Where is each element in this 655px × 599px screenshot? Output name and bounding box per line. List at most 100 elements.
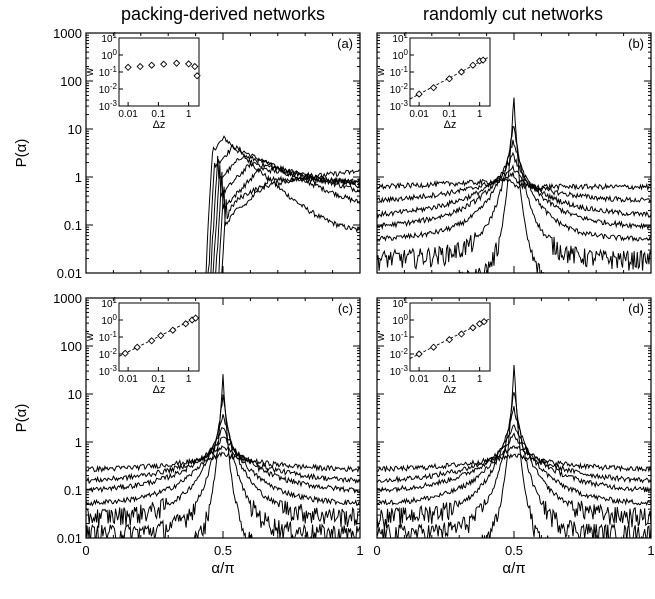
y-tick-label: 10 — [68, 387, 82, 402]
inset-data-point — [445, 75, 454, 83]
panel-label: (b) — [628, 36, 644, 51]
data-curve-4 — [377, 151, 651, 231]
inset-frame — [409, 37, 491, 107]
inset-data-point — [415, 90, 423, 98]
inset-y-tick-label: 10-3 — [390, 99, 409, 113]
data-curve-2 — [207, 145, 360, 273]
inset-x-label: Δz — [153, 384, 166, 396]
inset-x-tick-label: 0.01 — [409, 109, 429, 120]
y-tick-label: 100 — [60, 339, 82, 354]
panel-a: 0.010.11101001000P(α)(a)10-310-210-11001… — [13, 26, 361, 281]
data-curve-3 — [377, 139, 651, 243]
inset-data-point — [185, 60, 193, 68]
curves — [86, 374, 360, 538]
y-axis-label: P(α) — [13, 404, 30, 433]
inset-data-point — [479, 56, 487, 64]
inset-x-tick-label: 1 — [186, 374, 192, 385]
inset-y-tick-label: 101 — [392, 31, 408, 45]
data-curve-6 — [377, 172, 651, 204]
inset-y-tick-label: 101 — [101, 296, 117, 310]
inset: 10-3 10-2 10-1 100 101 0.01 0.1 1 w Δz — [84, 296, 200, 396]
y-tick-label: 10 — [68, 122, 82, 137]
inset-y-tick-label: 10-1 — [99, 330, 118, 344]
x-tick-label: 0.5 — [505, 543, 523, 558]
data-curve-1 — [188, 374, 261, 538]
x-tick-label: 1 — [356, 543, 363, 558]
inset-data-point — [121, 349, 129, 357]
inset-data-point — [415, 350, 423, 358]
data-curve-1 — [479, 365, 549, 538]
data-curve-4 — [377, 424, 651, 506]
inset-x-label: Δz — [444, 119, 457, 131]
x-tick-label: 0.5 — [214, 543, 232, 558]
inset-data-point — [148, 61, 156, 69]
data-curve-3 — [377, 406, 651, 528]
panel-label: (d) — [628, 301, 644, 316]
y-tick-label: 100 — [60, 74, 82, 89]
inset-data-point — [136, 62, 144, 71]
inset-data-point — [457, 68, 466, 76]
x-axis-label: α/π — [211, 560, 234, 577]
inset-x-tick-label: 0.01 — [118, 374, 138, 385]
inset-x-tick-label: 0.1 — [442, 109, 456, 120]
inset-data-point — [457, 330, 466, 338]
data-curve-5 — [215, 166, 360, 273]
inset-x-tick-label: 0.1 — [151, 109, 165, 120]
inset-data-point — [193, 72, 201, 80]
inset-x-tick-label: 0.1 — [151, 374, 165, 385]
inset-y-tick-label: 100 — [392, 48, 408, 62]
inset-data-point — [469, 324, 477, 332]
y-tick-label: 1000 — [53, 26, 82, 41]
inset-x-tick-label: 0.1 — [442, 374, 456, 385]
data-curve-1 — [205, 135, 360, 273]
inset-data-point — [133, 343, 141, 351]
inset-y-tick-label: 10-2 — [390, 82, 409, 96]
y-tick-label: 0.01 — [57, 531, 82, 546]
y-tick-label: 0.1 — [64, 218, 82, 233]
inset-data-point — [480, 318, 488, 326]
inset-data-point — [191, 62, 199, 71]
inset-data-point — [124, 63, 132, 71]
inset-y-tick-label: 100 — [101, 313, 117, 327]
data-curve-7 — [221, 169, 360, 273]
y-axis-label: P(α) — [13, 139, 30, 168]
y-tick-label: 1 — [75, 170, 82, 185]
data-curve-5 — [377, 164, 651, 219]
inset-x-tick-label: 0.01 — [118, 109, 138, 120]
panel-d: 0 0.5 1 α/π (d) 10-3 10-2 10-1 100 101 0.01 0.1 1 w Δz — [373, 296, 654, 577]
column-title-right: randomly cut networks — [423, 4, 603, 24]
data-curve-6 — [377, 445, 651, 484]
data-curve-1 — [459, 97, 545, 273]
inset-y-tick-label: 100 — [101, 48, 117, 62]
inset-y-label: w — [375, 333, 387, 342]
x-tick-label: 1 — [647, 543, 654, 558]
inset-data-point — [445, 335, 454, 344]
inset: 10-3 10-2 10-1 100 101 0.01 0.1 1 w Δz — [84, 31, 201, 131]
y-tick-label: 1000 — [53, 291, 82, 306]
data-curve-3 — [86, 414, 360, 528]
panel-label: (c) — [338, 301, 353, 316]
inset-data-point — [160, 60, 168, 68]
panel-b: (b) 10-3 10-2 10-1 100 101 0.01 0.1 1 w Δz — [375, 31, 652, 274]
data-curve-4 — [86, 426, 360, 507]
data-curve-5 — [86, 436, 360, 494]
curves — [205, 135, 360, 273]
inset-frame — [118, 37, 200, 107]
data-curve-7 — [86, 451, 360, 474]
inset-y-label: w — [84, 68, 96, 77]
inset-y-tick-label: 10-3 — [390, 364, 409, 378]
data-curve-6 — [218, 175, 360, 273]
column-title-left: packing-derived networks — [121, 4, 325, 24]
panel-c: 0.01 0.1 1 10 100 1000 0 0.5 1 P(α) α/π (c) 10-3 10-2… — [13, 291, 364, 577]
curves — [377, 97, 651, 273]
inset-data-point — [429, 343, 438, 351]
data-curve-6 — [86, 445, 360, 485]
y-tick-label: 0.01 — [57, 266, 82, 281]
data-curve-7 — [377, 177, 651, 192]
inset-y-label: w — [84, 333, 96, 342]
y-tick-label: 1 — [75, 435, 82, 450]
curves — [377, 365, 651, 538]
inset-x-tick-label: 1 — [477, 109, 483, 120]
data-curve-2 — [377, 126, 651, 271]
inset: 10-3 10-2 10-1 100 101 0.01 0.1 1 w Δz — [375, 296, 491, 396]
